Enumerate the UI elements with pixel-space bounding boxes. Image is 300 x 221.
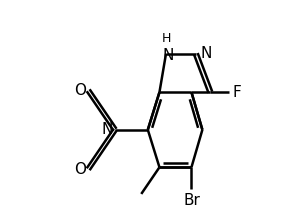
Text: F: F <box>233 85 242 100</box>
Text: O: O <box>74 83 86 98</box>
Text: H: H <box>161 32 171 45</box>
Text: N: N <box>200 46 212 61</box>
Text: N: N <box>101 122 113 137</box>
Text: O: O <box>74 162 86 177</box>
Text: Br: Br <box>183 193 200 208</box>
Text: N: N <box>163 48 174 63</box>
